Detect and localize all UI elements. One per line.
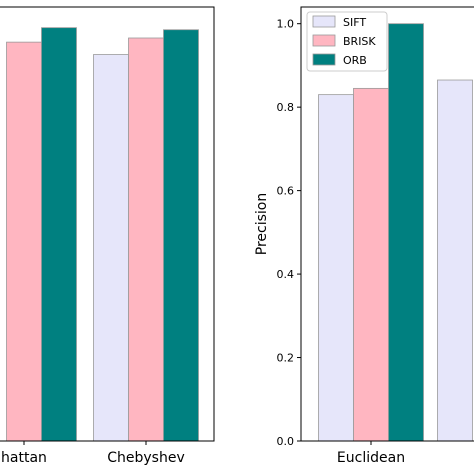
right-y-tick-label: 0.0 xyxy=(277,435,295,448)
left-bar-orb-1 xyxy=(163,29,199,442)
legend-swatch-brisk xyxy=(312,34,336,47)
left-chart: hattan Chebyshev xyxy=(0,6,215,466)
legend-label-orb: ORB xyxy=(343,54,367,67)
left-x-tick-label: hattan xyxy=(1,450,47,466)
left-x-tick-label: Chebyshev xyxy=(107,450,185,466)
right-bar-sift-1 xyxy=(437,79,473,442)
left-bar-brisk-1 xyxy=(128,37,164,442)
legend-swatch-sift xyxy=(312,15,336,28)
right-y-tick-label: 0.8 xyxy=(277,101,295,114)
left-axes-frame xyxy=(0,6,215,442)
left-bar-brisk-0 xyxy=(6,41,42,442)
right-y-tick-label: 0.6 xyxy=(277,185,295,198)
legend-label-brisk: BRISK xyxy=(343,35,376,48)
right-y-tick-label: 0.2 xyxy=(277,352,295,365)
right-y-tick-label: 1.0 xyxy=(277,18,295,31)
right-bar-sift-0 xyxy=(318,94,354,442)
right-axes-frame xyxy=(300,6,474,442)
right-bar-orb-0 xyxy=(388,23,424,442)
legend-swatch-orb xyxy=(312,53,336,66)
right-x-tick-label: Euclidean xyxy=(337,450,405,466)
legend: SIFT BRISK ORB xyxy=(306,11,388,72)
left-bar-sift-1 xyxy=(93,54,129,442)
right-chart: 0.00.20.40.60.81.0PrecisionEuclideanMSIF… xyxy=(254,6,474,466)
legend-label-sift: SIFT xyxy=(343,16,366,29)
right-bar-brisk-0 xyxy=(353,87,389,442)
right-y-axis-label: Precision xyxy=(254,193,270,255)
right-y-tick-label: 0.4 xyxy=(277,268,295,281)
left-bar-orb-0 xyxy=(41,27,77,442)
